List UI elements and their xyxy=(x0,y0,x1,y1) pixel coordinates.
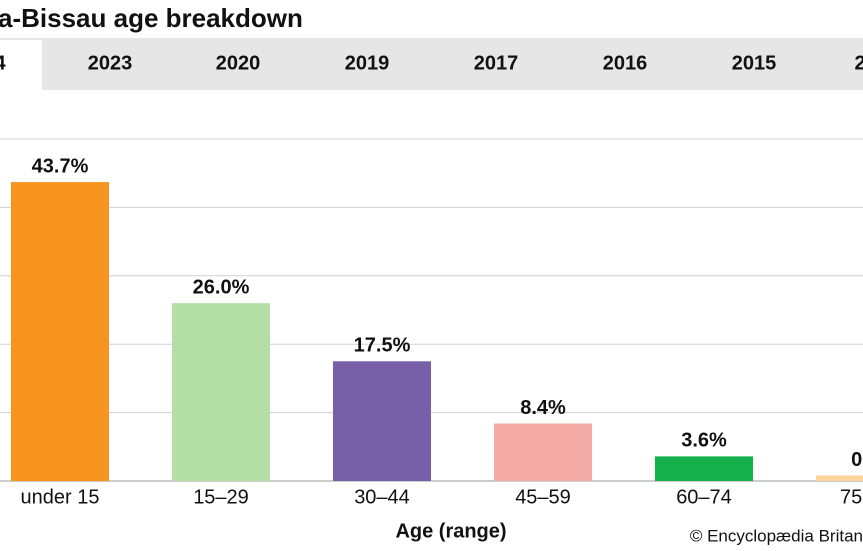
x-tick-label: 30–44 xyxy=(354,486,410,508)
bar xyxy=(11,182,109,482)
tab[interactable]: 2016 xyxy=(603,52,648,74)
value-label: 17.5% xyxy=(354,335,411,357)
bar xyxy=(655,456,753,481)
credit: © Encyclopædia Britan xyxy=(690,526,863,545)
value-label: 8.4% xyxy=(520,397,566,419)
tab[interactable]: 2 xyxy=(854,52,863,74)
tab[interactable]: 2020 xyxy=(216,52,261,74)
bar xyxy=(172,303,270,481)
value-label: 3.6% xyxy=(681,430,727,452)
tab[interactable]: 4 xyxy=(0,52,6,74)
tab-bar xyxy=(0,38,863,90)
value-label: 26.0% xyxy=(193,276,250,298)
x-tick-label: 75 an xyxy=(840,486,863,508)
chart-title: a-Bissau age breakdown xyxy=(0,3,303,33)
x-tick-label: 45–59 xyxy=(515,486,571,508)
bar xyxy=(494,423,592,481)
bar xyxy=(333,361,431,481)
tab[interactable]: 2019 xyxy=(345,52,390,74)
value-label: 0.8 xyxy=(851,449,863,471)
x-axis-title: Age (range) xyxy=(395,520,506,542)
tab-active-bg xyxy=(0,40,42,90)
bar xyxy=(816,475,863,481)
tab[interactable]: 2017 xyxy=(474,52,519,74)
x-tick-label: 60–74 xyxy=(676,486,732,508)
value-label: 43.7% xyxy=(32,155,89,177)
tab[interactable]: 2023 xyxy=(88,52,133,74)
x-tick-label: 15–29 xyxy=(193,486,249,508)
tab[interactable]: 2015 xyxy=(732,52,777,74)
x-tick-label: under 15 xyxy=(21,486,100,508)
